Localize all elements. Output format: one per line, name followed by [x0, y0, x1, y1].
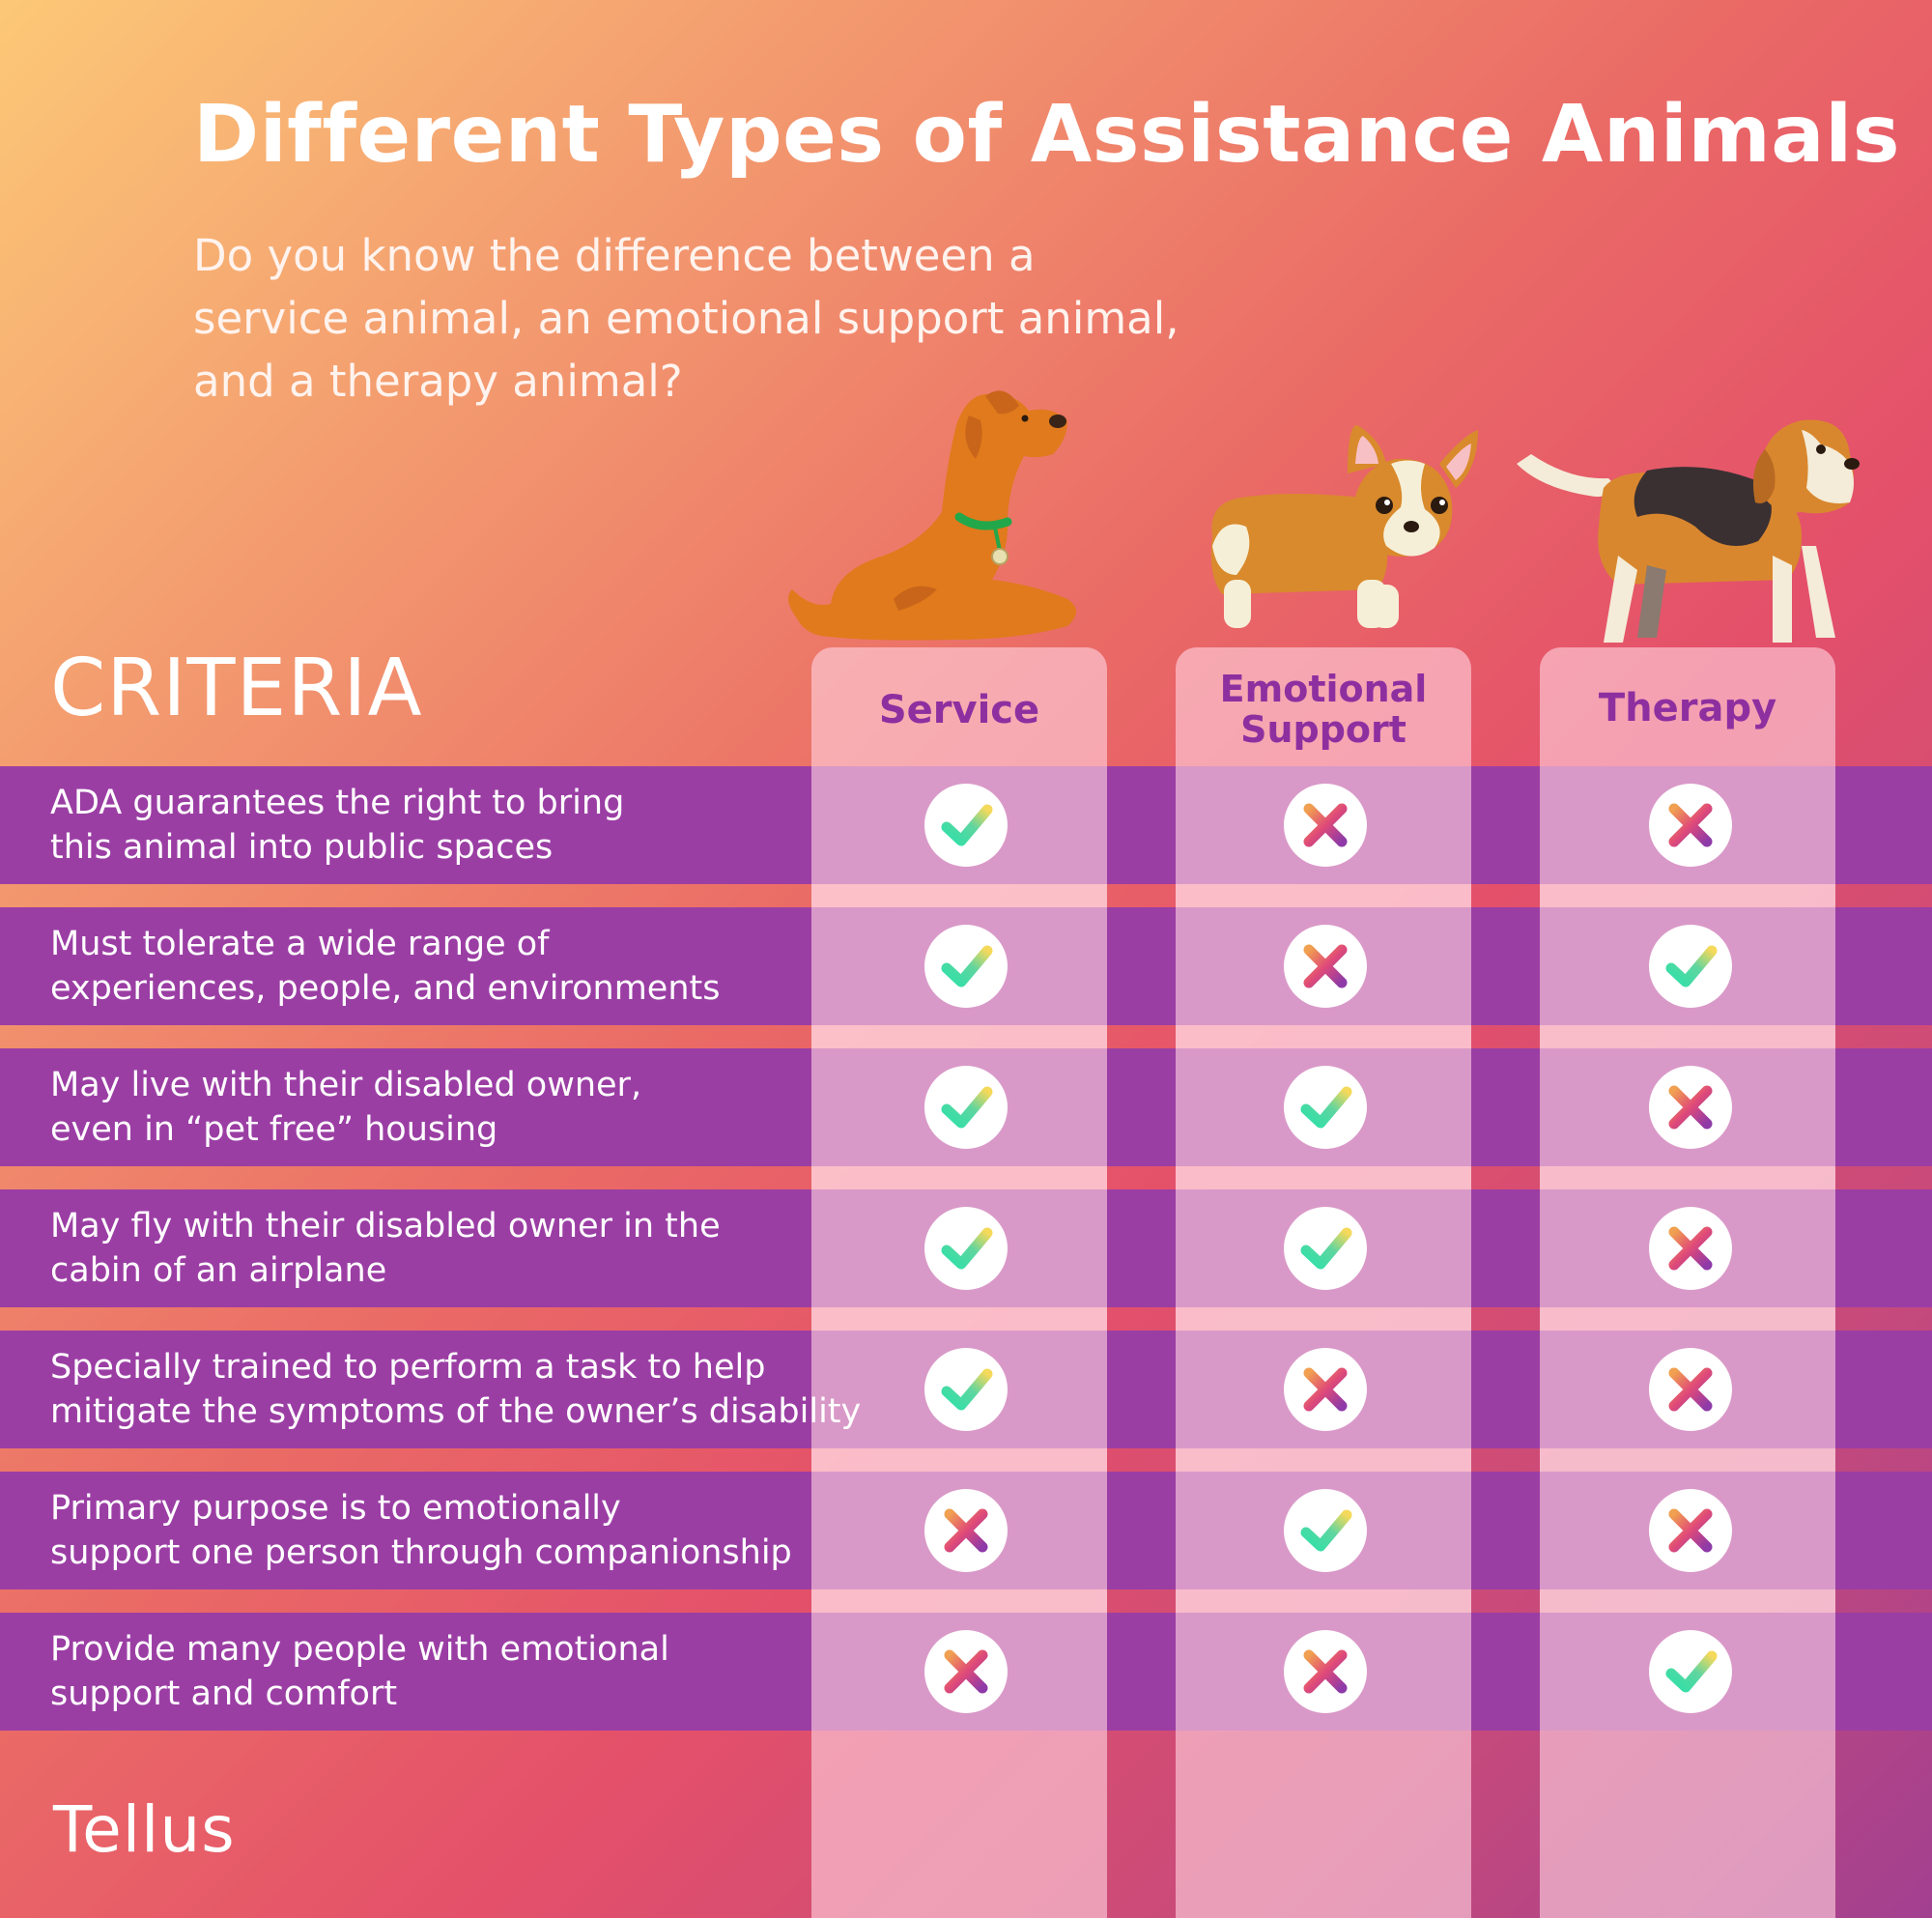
- cross-icon: [1303, 803, 1348, 847]
- cross-mark: [1649, 1348, 1732, 1431]
- cross-icon: [944, 1649, 988, 1694]
- cross-mark: [1649, 1489, 1732, 1572]
- check-mark: [1649, 925, 1732, 1008]
- column-label-therapy: Therapy: [1540, 686, 1835, 730]
- check-mark: [924, 1066, 1008, 1149]
- check-icon: [1300, 1086, 1352, 1129]
- check-icon: [1665, 1650, 1718, 1693]
- check-mark: [924, 784, 1008, 867]
- cross-icon: [1303, 1649, 1348, 1694]
- page-title: Different Types of Assistance Animals: [193, 89, 1901, 181]
- cross-icon: [1668, 1508, 1713, 1553]
- criteria-line: Specially trained to perform a task to h…: [50, 1348, 766, 1387]
- criteria-line: support one person through companionship: [50, 1533, 792, 1572]
- criteria-line: May live with their disabled owner,: [50, 1066, 642, 1104]
- criteria-row-text: Specially trained to perform a task to h…: [50, 1345, 861, 1434]
- cross-mark: [924, 1630, 1008, 1713]
- column-label-service: Service: [811, 688, 1107, 732]
- column-label-line: Service: [878, 688, 1040, 732]
- tellus-logo: Tellus: [53, 1792, 236, 1867]
- criteria-row-text: Provide many people with emotional suppor…: [50, 1627, 669, 1716]
- check-icon: [941, 945, 993, 988]
- cross-mark: [924, 1489, 1008, 1572]
- check-mark: [1649, 1630, 1732, 1713]
- cross-mark: [1284, 925, 1367, 1008]
- criteria-row-text: May live with their disabled owner, even …: [50, 1063, 641, 1152]
- column-label-emotional-support: Emotional Support: [1176, 669, 1471, 750]
- check-mark: [924, 1348, 1008, 1431]
- criteria-line: May fly with their disabled owner in the: [50, 1207, 721, 1245]
- cross-mark: [1649, 1207, 1732, 1290]
- criteria-line: Must tolerate a wide range of: [50, 925, 550, 963]
- column-label-line: Emotional: [1219, 668, 1428, 710]
- criteria-line: mitigate the symptoms of the owner’s dis…: [50, 1392, 862, 1431]
- check-icon: [1300, 1227, 1352, 1270]
- cross-mark: [1284, 1630, 1367, 1713]
- check-icon: [941, 1227, 993, 1270]
- cross-mark: [1649, 1066, 1732, 1149]
- cross-icon: [1303, 944, 1348, 988]
- criteria-line: ADA guarantees the right to bring: [50, 784, 625, 822]
- criteria-row-text: May fly with their disabled owner in the…: [50, 1204, 721, 1293]
- criteria-row-text: Primary purpose is to emotionally support…: [50, 1486, 792, 1575]
- check-mark: [1284, 1489, 1367, 1572]
- column-label-line: Support: [1240, 708, 1406, 751]
- check-icon: [1300, 1509, 1352, 1552]
- corgi-puppy-illustration: [1210, 425, 1478, 628]
- cross-icon: [944, 1508, 988, 1553]
- check-icon: [941, 1368, 993, 1411]
- criteria-line: Provide many people with emotional: [50, 1630, 669, 1669]
- cross-icon: [1668, 1085, 1713, 1130]
- check-mark: [1284, 1207, 1367, 1290]
- cross-mark: [1284, 1348, 1367, 1431]
- cross-icon: [1668, 1367, 1713, 1412]
- cross-mark: [1649, 784, 1732, 867]
- criteria-row-text: ADA guarantees the right to bring this an…: [50, 781, 624, 870]
- criteria-row-text: Must tolerate a wide range of experiences…: [50, 922, 720, 1011]
- sitting-terrier-illustration: [788, 390, 1076, 641]
- criteria-line: support and comfort: [50, 1675, 398, 1713]
- check-icon: [1665, 945, 1718, 988]
- criteria-line: Primary purpose is to emotionally: [50, 1489, 621, 1528]
- page-subtitle: Do you know the difference between a ser…: [193, 230, 1179, 407]
- criteria-heading: CRITERIA: [50, 643, 423, 734]
- cross-icon: [1668, 803, 1713, 847]
- cross-icon: [1668, 1226, 1713, 1271]
- cross-mark: [1284, 784, 1367, 867]
- criteria-line: experiences, people, and environments: [50, 969, 721, 1008]
- criteria-line: this animal into public spaces: [50, 828, 554, 867]
- check-icon: [941, 1086, 993, 1129]
- check-icon: [941, 804, 993, 846]
- check-mark: [924, 925, 1008, 1008]
- beagle-illustration: [1517, 419, 1860, 643]
- criteria-line: cabin of an airplane: [50, 1251, 387, 1290]
- cross-icon: [1303, 1367, 1348, 1412]
- check-mark: [924, 1207, 1008, 1290]
- column-label-line: Therapy: [1598, 686, 1777, 730]
- criteria-line: even in “pet free” housing: [50, 1110, 498, 1149]
- check-mark: [1284, 1066, 1367, 1149]
